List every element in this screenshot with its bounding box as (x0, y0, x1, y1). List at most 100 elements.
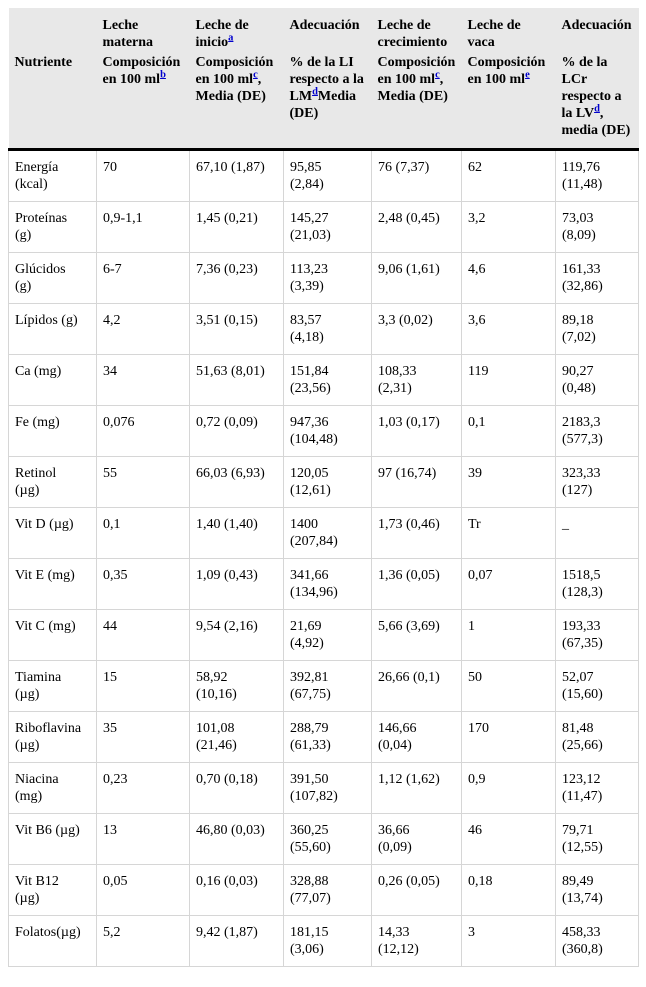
value-cell: 120,05 (12,61) (283, 456, 372, 508)
value-cell: 90,27 (0,48) (555, 354, 639, 406)
nutrient-composition-table: Leche materna Leche de inicioa Adecuación L… (8, 8, 639, 967)
value-cell: 46 (461, 813, 556, 865)
value-cell: 39 (461, 456, 556, 508)
value-cell: 119 (461, 354, 556, 406)
value-cell: 35 (96, 711, 190, 763)
header-detail-row: Nutriente Composición en 100 mlb Composic… (8, 51, 639, 151)
value-cell: 50 (461, 660, 556, 712)
value-cell: 89,49 (13,74) (555, 864, 639, 916)
value-cell: 0,1 (461, 405, 556, 457)
value-cell: 1 (461, 609, 556, 661)
value-cell: 9,06 (1,61) (371, 252, 462, 304)
value-cell: 288,79 (61,33) (283, 711, 372, 763)
value-cell: 0,26 (0,05) (371, 864, 462, 916)
value-cell: 0,05 (96, 864, 190, 916)
value-cell: 1,73 (0,46) (371, 507, 462, 559)
nutrient-cell: Lípidos (g) (8, 303, 97, 355)
value-cell: 0,70 (0,18) (189, 762, 284, 814)
value-cell: 58,92 (10,16) (189, 660, 284, 712)
footnote-link[interactable]: d (594, 103, 600, 115)
value-cell: 34 (96, 354, 190, 406)
value-cell: 3,6 (461, 303, 556, 355)
header-detail-cell: % de la LCr respecto a la LVd, media (DE… (555, 51, 639, 151)
value-cell: 0,16 (0,03) (189, 864, 284, 916)
footnote-link[interactable]: c (435, 69, 440, 81)
value-cell: 145,27 (21,03) (283, 201, 372, 253)
header-group-cell: Adecuación (283, 8, 372, 51)
value-cell: 3,3 (0,02) (371, 303, 462, 355)
footnote-link[interactable]: c (253, 69, 258, 81)
value-cell: 44 (96, 609, 190, 661)
table-row: Niacina (mg) 0,23 0,70 (0,18) 391,50 (10… (8, 762, 639, 814)
header-detail-cell: Composición en 100 mlb (96, 51, 190, 151)
value-cell: 391,50 (107,82) (283, 762, 372, 814)
table-row: Proteínas (g) 0,9-1,1 1,45 (0,21) 145,27… (8, 201, 639, 253)
value-cell: Tr (461, 507, 556, 559)
value-cell: 76 (7,37) (371, 149, 462, 202)
value-cell: 1,09 (0,43) (189, 558, 284, 610)
value-cell: 0,076 (96, 405, 190, 457)
nutrient-cell: Folatos(µg) (8, 915, 97, 967)
value-cell: 947,36 (104,48) (283, 405, 372, 457)
footnote-link[interactable]: d (312, 86, 318, 98)
value-cell: 73,03 (8,09) (555, 201, 639, 253)
header-detail-cell: Composición en 100 mlc, Media (DE) (371, 51, 462, 151)
value-cell: 5,2 (96, 915, 190, 967)
table-row: Energía (kcal) 70 67,10 (1,87) 95,85 (2,… (8, 149, 639, 202)
table-row: Vit B12 (µg) 0,05 0,16 (0,03) 328,88 (77… (8, 864, 639, 916)
value-cell: 79,71 (12,55) (555, 813, 639, 865)
value-cell: 13 (96, 813, 190, 865)
table-row: Ca (mg) 34 51,63 (8,01) 151,84 (23,56) 1… (8, 354, 639, 406)
table-row: Vit D (µg) 0,1 1,40 (1,40) 1400 (207,84)… (8, 507, 639, 559)
value-cell: 323,33 (127) (555, 456, 639, 508)
value-cell: 66,03 (6,93) (189, 456, 284, 508)
value-cell: 123,12 (11,47) (555, 762, 639, 814)
value-cell: 193,33 (67,35) (555, 609, 639, 661)
value-cell: 1518,5 (128,3) (555, 558, 639, 610)
footnote-link[interactable]: e (525, 69, 530, 81)
table-body: Energía (kcal) 70 67,10 (1,87) 95,85 (2,… (8, 149, 639, 967)
footnote-link[interactable]: b (160, 69, 166, 81)
table-row: Folatos(µg) 5,2 9,42 (1,87) 181,15 (3,06… (8, 915, 639, 967)
nutrient-cell: Fe (mg) (8, 405, 97, 457)
table-row: Vit E (mg) 0,35 1,09 (0,43) 341,66 (134,… (8, 558, 639, 610)
value-cell: _ (555, 507, 639, 559)
value-cell: 26,66 (0,1) (371, 660, 462, 712)
value-cell: 2,48 (0,45) (371, 201, 462, 253)
header-group-label: Adecuación (561, 18, 632, 33)
value-cell: 3,2 (461, 201, 556, 253)
value-cell: 108,33 (2,31) (371, 354, 462, 406)
value-cell: 62 (461, 149, 556, 202)
value-cell: 0,9-1,1 (96, 201, 190, 253)
value-cell: 1400 (207,84) (283, 507, 372, 559)
value-cell: 1,12 (1,62) (371, 762, 462, 814)
nutrient-cell: Vit C (mg) (8, 609, 97, 661)
value-cell: 1,45 (0,21) (189, 201, 284, 253)
value-cell: 0,18 (461, 864, 556, 916)
value-cell: 170 (461, 711, 556, 763)
header-detail-text: % de la LI respecto a la LM (289, 55, 364, 104)
value-cell: 161,33 (32,86) (555, 252, 639, 304)
value-cell: 0,9 (461, 762, 556, 814)
header-detail-cell: % de la LI respecto a la LMdMedia (DE) (283, 51, 372, 151)
footnote-link[interactable]: a (228, 32, 234, 44)
header-corner-cell (8, 8, 97, 51)
value-cell: 181,15 (3,06) (283, 915, 372, 967)
nutrient-cell: Proteínas (g) (8, 201, 97, 253)
value-cell: 1,40 (1,40) (189, 507, 284, 559)
nutrient-cell: Tiamina (µg) (8, 660, 97, 712)
value-cell: 52,07 (15,60) (555, 660, 639, 712)
value-cell: 1,03 (0,17) (371, 405, 462, 457)
header-group-cell: Leche materna (96, 8, 190, 51)
header-detail-text: % de la LCr respecto a la LV (561, 55, 622, 121)
header-detail-text: Composición en 100 ml (195, 55, 274, 87)
header-group-label: Leche materna (102, 18, 154, 50)
value-cell: 3,51 (0,15) (189, 303, 284, 355)
header-detail-text-post: , Media (DE) (195, 72, 266, 104)
value-cell: 6-7 (96, 252, 190, 304)
nutrient-cell: Ca (mg) (8, 354, 97, 406)
value-cell: 151,84 (23,56) (283, 354, 372, 406)
nutrient-cell: Riboflavina (µg) (8, 711, 97, 763)
value-cell: 101,08 (21,46) (189, 711, 284, 763)
value-cell: 15 (96, 660, 190, 712)
